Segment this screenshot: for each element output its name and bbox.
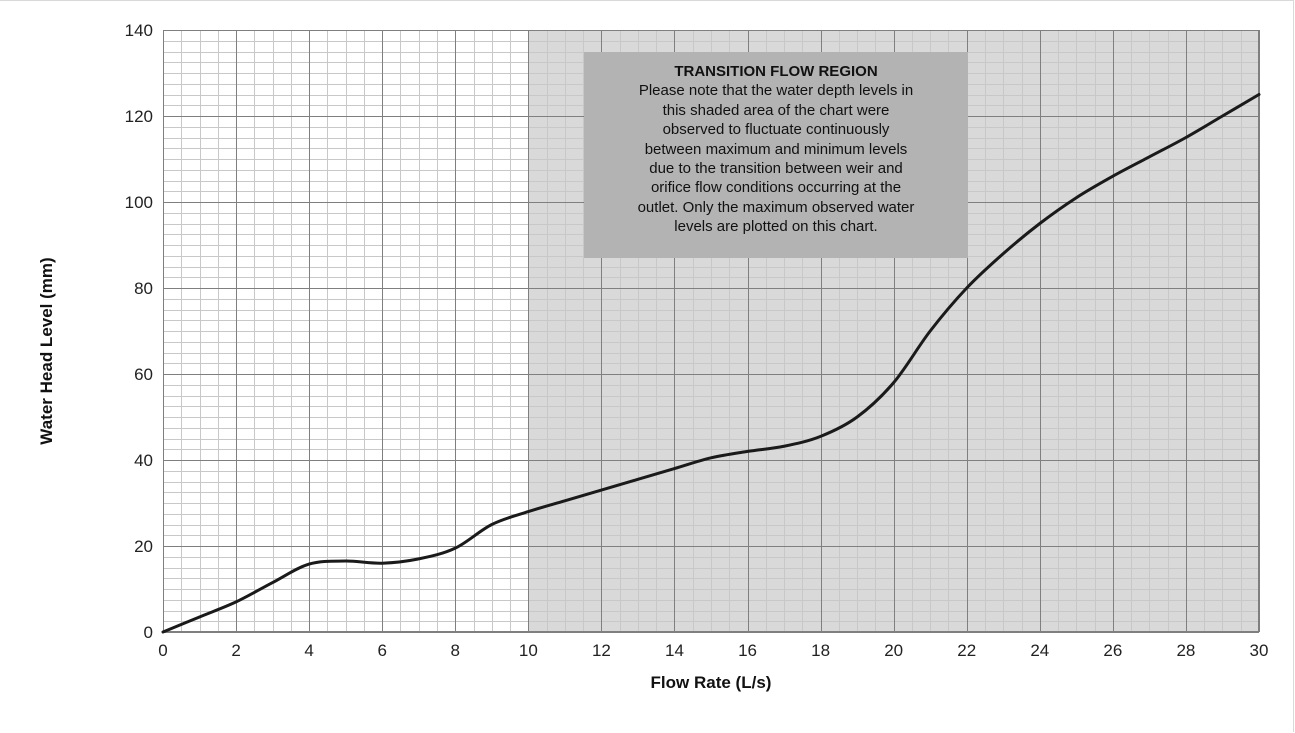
chart-tick-labels: 0 2 4 6 8 10 12 14 16 18 20 22 24 26 28 300204060801001…	[125, 21, 1269, 660]
x-tick-label: 24	[1030, 641, 1049, 660]
x-tick-label: 4	[304, 641, 313, 660]
series-line	[161, 93, 1261, 634]
note-line: observed to fluctuate continuously	[662, 121, 890, 139]
x-tick-label: 2	[231, 641, 240, 660]
x-tick-label: 18	[811, 641, 830, 660]
x-tick-label: 16	[738, 641, 757, 660]
note-line: this shaded area of the chart were	[662, 101, 890, 119]
x-tick-label: 14	[665, 641, 684, 660]
x-tick-label: 6	[377, 641, 386, 660]
y-tick-label: 20	[134, 537, 153, 556]
note-line: Please note that the water depth levels …	[638, 82, 914, 100]
x-tick-label: 30	[1250, 641, 1269, 660]
y-tick-label: 140	[125, 21, 153, 40]
transition-note-box: TRANSITION FLOW REGION Please note that …	[584, 52, 968, 258]
x-tick-label: 10	[519, 641, 538, 660]
note-title: TRANSITION FLOW REGION	[674, 63, 878, 80]
y-tick-label: 80	[134, 279, 153, 298]
note-line: orifice flow conditions occurring at the	[650, 179, 902, 197]
y-tick-label: 120	[125, 107, 153, 126]
y-tick-label: 40	[134, 451, 153, 470]
x-tick-label: 20	[884, 641, 903, 660]
x-tick-label: 22	[957, 641, 976, 660]
plot-border	[163, 30, 1259, 632]
note-line: outlet. Only the maximum observed water	[637, 198, 915, 216]
note-line: due to the transition between weir and	[649, 160, 903, 178]
y-tick-label: 100	[125, 193, 153, 212]
x-tick-label: 26	[1103, 641, 1122, 660]
chart-series	[161, 93, 1261, 634]
x-tick-label: 8	[451, 641, 460, 660]
note-line: levels are plotted on this chart.	[674, 218, 878, 236]
y-tick-label: 60	[134, 365, 153, 384]
note-line: between maximum and minimum levels	[644, 140, 908, 158]
y-axis-title: Water Head Level (mm)	[37, 257, 56, 444]
x-tick-label: 12	[592, 641, 611, 660]
x-axis-title: Flow Rate (L/s)	[651, 673, 772, 692]
x-tick-label: 0	[158, 641, 167, 660]
y-tick-label: 0	[144, 623, 153, 642]
x-tick-label: 28	[1176, 641, 1195, 660]
